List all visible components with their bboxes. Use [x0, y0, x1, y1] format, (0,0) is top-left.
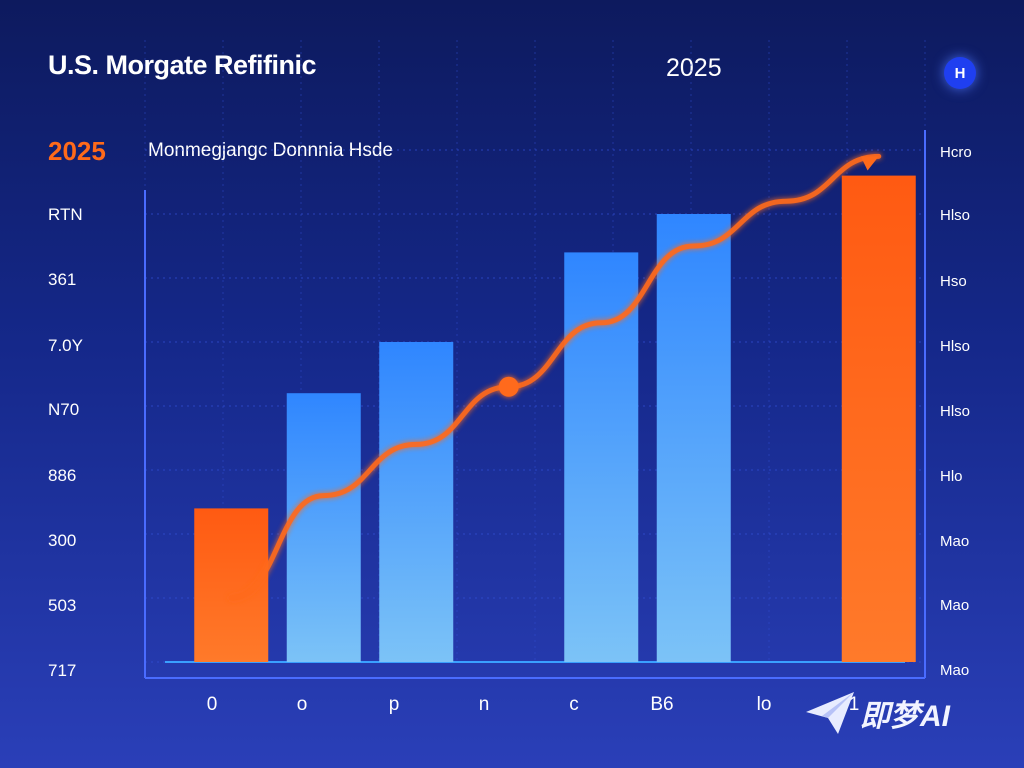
chart-subtitle: Monmegjangc Donnnia Hsde [148, 140, 394, 161]
trend-arrowhead [860, 156, 879, 171]
y-tick-right: Mao [940, 533, 970, 550]
trend-line-path [228, 153, 882, 601]
x-tick: o [296, 694, 308, 715]
paper-plane-icon [806, 692, 854, 734]
chart-title: U.S. Morgate Refifinic [48, 50, 317, 80]
watermark-text: 即梦AI [860, 700, 950, 733]
bar [656, 214, 731, 662]
y-tick-left: RTN [48, 205, 83, 224]
y-tick-right: Hlso [940, 338, 971, 355]
y-tick-right: Mao [940, 662, 970, 679]
x-tick: n [478, 694, 490, 715]
y-tick-left: 361 [48, 270, 77, 289]
y-tick-left: 717 [48, 661, 77, 680]
x-tick: B6 [650, 694, 674, 715]
trend-marker [498, 376, 519, 397]
x-tick: p [388, 694, 400, 715]
corner-badge-icon[interactable]: H [944, 57, 976, 89]
y-tick-right: Mao [940, 597, 970, 614]
x-tick: c [569, 694, 579, 715]
bar [841, 175, 916, 662]
watermark: 即梦AI [804, 690, 950, 736]
highlight-year: 2025 [48, 136, 106, 166]
y-tick-right: Hlo [940, 468, 963, 485]
bar [286, 393, 361, 662]
y-tick-left: 886 [48, 466, 77, 485]
x-tick: lo [756, 694, 772, 715]
bar [379, 342, 454, 662]
y-tick-right: Hlso [940, 403, 971, 420]
x-tick: 1 [848, 694, 860, 715]
bars [194, 175, 916, 662]
y-tick-left: N70 [48, 400, 80, 419]
y-tick-left: 7.0Y [48, 336, 83, 355]
x-tick: 0 [206, 694, 218, 715]
y-tick-right: Hcro [940, 144, 972, 161]
header-year: 2025 [666, 54, 722, 82]
y-tick-left: 503 [48, 596, 77, 615]
y-tick-left: 300 [48, 531, 77, 550]
y-tick-right: Hso [940, 273, 967, 290]
y-tick-right: Hlso [940, 207, 971, 224]
trend-line [228, 153, 882, 601]
